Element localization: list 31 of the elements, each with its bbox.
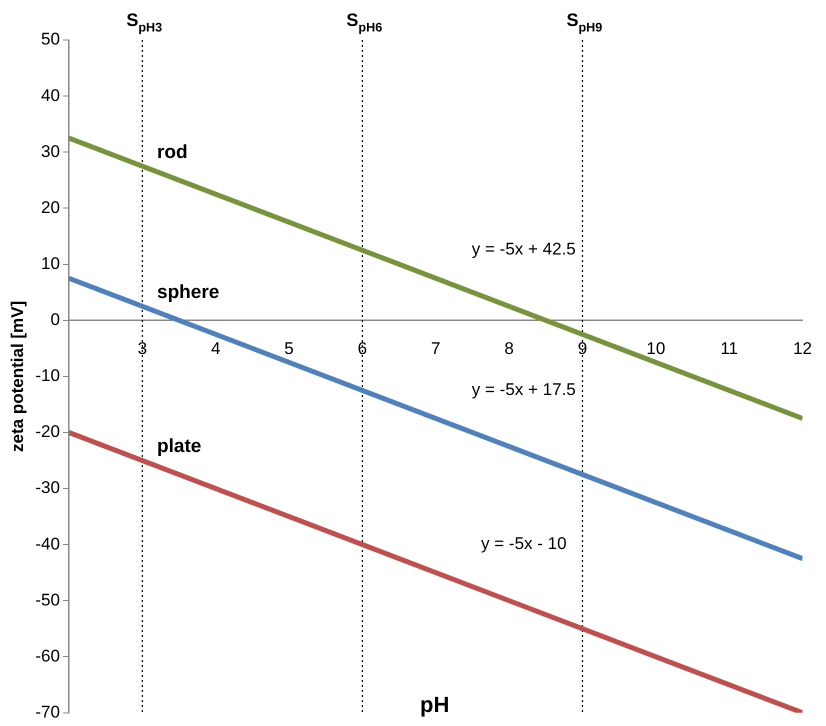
x-axis-title: pH — [420, 692, 450, 718]
x-tick-label: 12 — [793, 339, 812, 358]
annotation: y = -5x - 10 — [481, 534, 567, 554]
x-tick-label: 8 — [504, 339, 514, 358]
x-tick-label: 9 — [578, 339, 588, 358]
series-label: rod — [157, 142, 188, 163]
y-axis-title: zeta potential [mV] — [8, 300, 27, 452]
annotation: y = -5x + 17.5 — [472, 380, 576, 399]
y-tick-label: -40 — [35, 534, 60, 554]
y-tick-label: 0 — [50, 310, 60, 330]
x-tick-label: 5 — [284, 339, 294, 358]
y-tick-label: 10 — [41, 254, 60, 273]
x-tick-label: 7 — [431, 339, 440, 358]
y-tick-label: -60 — [35, 646, 60, 666]
y-tick-label: -30 — [35, 478, 60, 498]
y-tick-label: 50 — [41, 30, 60, 49]
x-tick-label: 4 — [210, 339, 220, 358]
series-label: sphere — [157, 282, 220, 303]
y-tick-label: -50 — [35, 590, 60, 610]
x-tick-label: 6 — [358, 339, 368, 358]
series-label: plate — [157, 436, 202, 458]
x-tick-label: 11 — [720, 339, 738, 358]
y-tick-label: 20 — [41, 198, 60, 217]
y-tick-label: -10 — [35, 366, 60, 386]
y-tick-label: -20 — [35, 422, 60, 442]
x-tick-label: 10 — [646, 339, 666, 358]
y-tick-label: 40 — [41, 86, 60, 105]
y-tick-label: -70 — [35, 702, 60, 722]
annotation: y = -5x + 42.5 — [472, 240, 576, 259]
x-tick-label: 3 — [138, 339, 148, 358]
y-tick-label: 30 — [41, 142, 60, 161]
